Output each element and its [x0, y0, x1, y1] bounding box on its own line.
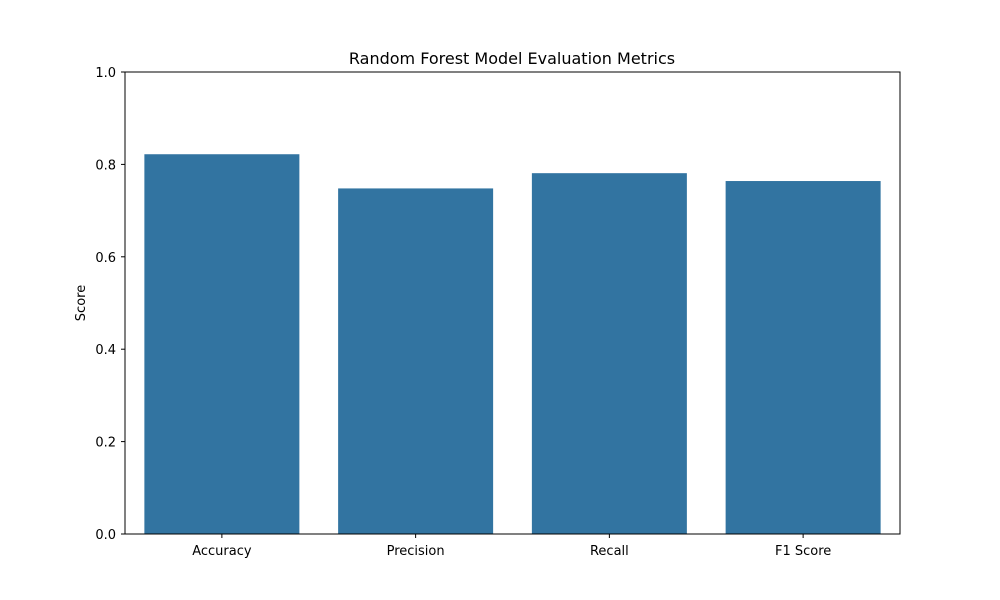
x-axis: Accuracy Precision Recall F1 Score [192, 534, 831, 559]
x-tick-label: Accuracy [192, 544, 252, 559]
y-tick-label: 0.0 [95, 528, 116, 543]
bar-accuracy [144, 154, 300, 534]
x-tick-label: F1 Score [775, 544, 831, 559]
bar-f1-score [725, 181, 881, 535]
bars-layer [144, 154, 881, 535]
y-tick-label: 1.0 [95, 66, 116, 81]
y-tick-label: 0.6 [95, 251, 116, 266]
y-axis-label: Score [74, 285, 89, 321]
x-tick-label: Recall [590, 544, 629, 559]
y-axis: 0.0 0.2 0.4 0.6 0.8 1.0 [95, 66, 125, 543]
chart-title: Random Forest Model Evaluation Metrics [349, 49, 675, 68]
bar-precision [338, 188, 494, 534]
x-tick-label: Precision [387, 544, 445, 559]
plot-frame [124, 71, 901, 535]
bar-recall [531, 173, 687, 535]
y-tick-label: 0.8 [95, 158, 116, 173]
y-tick-label: 0.2 [95, 436, 116, 451]
y-tick-label: 0.4 [95, 343, 116, 358]
